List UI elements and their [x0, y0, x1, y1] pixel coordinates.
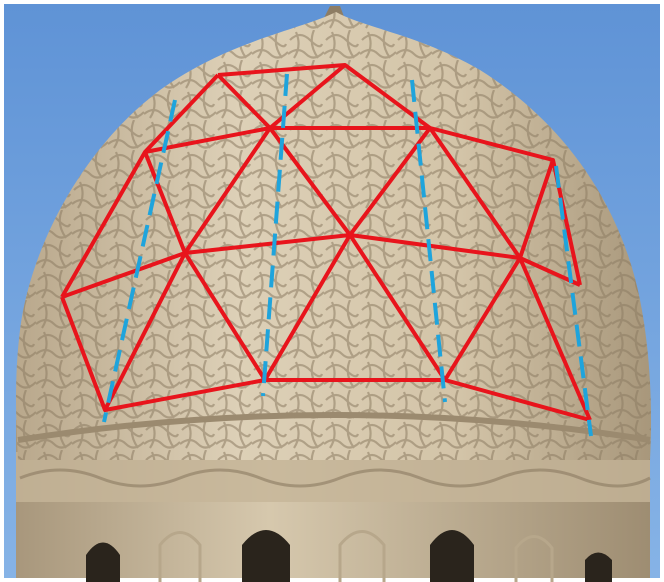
window [242, 530, 290, 582]
window [430, 530, 474, 582]
window [585, 553, 612, 582]
page [0, 0, 664, 582]
photo [0, 0, 664, 582]
